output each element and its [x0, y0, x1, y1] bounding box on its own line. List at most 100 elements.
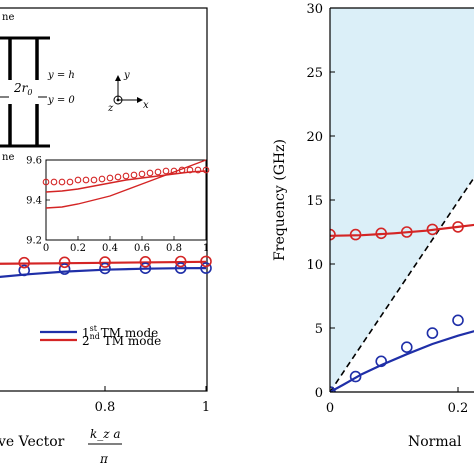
right-y-tick-label: 20 — [306, 130, 323, 145]
inset-y-tick-label: 9.4 — [26, 196, 42, 207]
left-series-2-marker — [99, 256, 111, 268]
left-series-1-marker — [174, 262, 187, 274]
inset-marker — [170, 167, 178, 175]
right-y-tick-label: 15 — [306, 194, 323, 209]
triad-x-label: x — [143, 100, 149, 111]
inset-marker — [130, 171, 138, 179]
left-series-line-1 — [0, 267, 207, 278]
inset-marker — [50, 178, 58, 186]
right-x-axis-label: Normal — [408, 434, 462, 450]
left-x-ticks: 0.8 1 — [95, 386, 210, 415]
light-cone-region — [330, 8, 474, 392]
right-series-2-marker — [400, 226, 413, 238]
inset-marker — [42, 178, 50, 186]
inset-y-tick-label: 9.6 — [26, 156, 42, 167]
right-series-2-marker — [330, 228, 336, 241]
inset-x-tick-label: 0 — [43, 243, 49, 254]
left-x-axis-label: ve Vector — [0, 434, 65, 450]
right-y-tick-label: 5 — [315, 322, 323, 337]
right-series-1-marker — [349, 370, 362, 383]
inset-marker — [58, 178, 66, 186]
inset-marker — [146, 169, 154, 177]
schematic-ne-bottom: ne — [2, 152, 14, 163]
inset-x-tick-label: 0.4 — [102, 243, 118, 254]
triad-z-label: z — [107, 103, 114, 114]
left-series-2-marker — [58, 256, 71, 269]
inset-marker — [138, 170, 146, 178]
inset-markers — [42, 166, 210, 186]
right-series-1-marker — [375, 355, 388, 368]
left-plot-frame — [0, 7, 208, 392]
left-series-2-marker — [200, 255, 212, 268]
inset-x-tick-label: 0.8 — [166, 243, 182, 254]
left-panel: ne 2r0 y = h y = 0 ne y x z — [0, 7, 212, 466]
right-y-tick-label: 25 — [306, 66, 323, 81]
left-series-1-marker — [99, 262, 111, 275]
triad-y-label: y — [123, 70, 130, 81]
right-series-2-marker — [375, 227, 388, 240]
inset-marker — [114, 173, 122, 181]
left-series-2-marker — [139, 255, 152, 268]
left-series-2-marker — [174, 255, 187, 268]
left-series-1-marker — [139, 262, 152, 275]
light-line — [330, 176, 474, 392]
schematic-r0-label: 2r0 — [13, 81, 32, 97]
triad-y-arrowhead — [115, 75, 121, 81]
schematic-ne-top: ne — [2, 12, 14, 23]
inset-marker — [154, 168, 162, 176]
right-x-tick-label: 0.2 — [448, 401, 469, 416]
inset-marker — [66, 178, 74, 186]
left-series-1-marker — [58, 263, 71, 275]
left-x-tick-label: 1 — [202, 400, 210, 415]
inset-marker — [122, 172, 130, 180]
inset-x-tick-label: 1 — [203, 243, 209, 254]
right-x-tick-label: 0 — [326, 401, 334, 416]
left-series-1-marker — [18, 264, 31, 277]
left-x-tick-label: 0.8 — [95, 400, 116, 415]
right-y-tick-label: 30 — [306, 2, 323, 17]
inset-ticks: 0 0.2 0.4 0.6 0.8 1 9.2 9.4 9.6 — [26, 156, 209, 255]
schematic-y-0-label: y = 0 — [47, 95, 75, 106]
right-series-2-marker — [452, 221, 464, 233]
triad-z-dot — [116, 98, 120, 102]
right-y-tick-label: 10 — [306, 258, 323, 273]
inset-marker — [162, 167, 170, 175]
left-series-1-marker — [200, 262, 212, 274]
right-y-axis-label: Frequency (GHz) — [272, 139, 288, 261]
inset-line-upper — [45, 170, 207, 193]
legend-label-1st: 1st TM mode — [82, 324, 158, 340]
inset-marker — [98, 175, 106, 183]
right-series-2-marker — [349, 228, 362, 241]
inset-x-tick-label: 0.6 — [134, 243, 150, 254]
inset-plot: 0 0.2 0.4 0.6 0.8 1 9.2 9.4 9.6 — [26, 156, 210, 255]
legend-label-2nd: 2nd TM mode — [82, 332, 161, 348]
legend: 1st TM mode 2nd TM mode — [40, 324, 161, 348]
right-series-1-marker — [426, 327, 439, 339]
left-series-2-marker — [18, 256, 31, 269]
right-y-tick-label: 0 — [315, 386, 323, 401]
inset-marker — [82, 176, 90, 184]
left-series-markers — [18, 255, 212, 277]
left-x-label-denominator: π — [99, 452, 109, 466]
right-series-markers — [330, 221, 464, 392]
triad-z-out-of-page — [113, 95, 123, 105]
inset-marker — [202, 166, 210, 174]
inset-x-tick-label: 0.2 — [70, 243, 86, 254]
inset-y-tick-label: 9.2 — [26, 236, 42, 247]
triad-x-arrowhead — [137, 97, 143, 103]
left-x-label-numerator: k_z a — [90, 427, 121, 441]
right-x-ticks: 0 0.2 — [326, 387, 468, 416]
right-series-1-marker — [452, 314, 464, 327]
inset-marker — [178, 166, 186, 174]
inset-marker — [74, 176, 82, 184]
inset-marker — [90, 176, 98, 184]
right-series-2-marker — [426, 223, 439, 236]
right-series-line-2 — [330, 223, 474, 237]
schematic: ne 2r0 y = h y = 0 ne y x z — [0, 12, 149, 163]
inset-marker — [194, 166, 202, 174]
inset-marker — [186, 166, 194, 174]
inset-frame — [45, 159, 207, 241]
right-series-1-marker — [400, 341, 413, 354]
